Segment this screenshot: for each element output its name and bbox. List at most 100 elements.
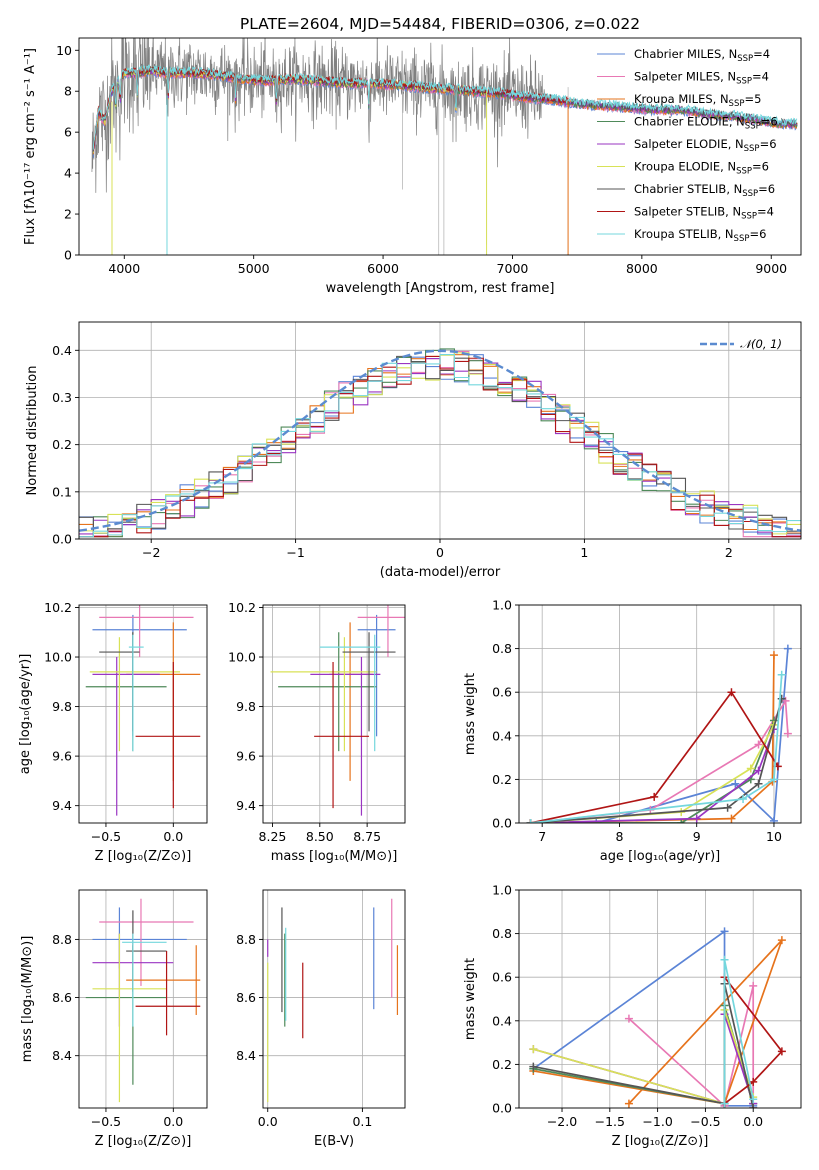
- y-axis-label: mass weight: [463, 958, 478, 1040]
- x-tick-label: 7: [538, 829, 546, 844]
- x-tick-label: 5000: [238, 261, 270, 276]
- mass-weight-line: [530, 674, 783, 823]
- mass-weight-marker: [624, 1014, 633, 1023]
- mass-weight-line: [530, 690, 779, 823]
- y-tick-label: 4: [64, 166, 72, 181]
- mass-weight-line: [530, 728, 775, 823]
- mass-weight-marker: [746, 764, 755, 773]
- mass-weight-marker: [720, 927, 729, 936]
- axes-frame: [262, 604, 406, 824]
- mass-weight-marker: [526, 819, 535, 823]
- y-tick-label: 0.2: [492, 772, 512, 787]
- massweight-vs-age-plot-area: [526, 644, 792, 823]
- mass-weight-marker: [749, 981, 758, 990]
- mass-weight-marker: [783, 729, 792, 738]
- y-tick-label: 10.2: [228, 600, 256, 615]
- x-tick-label: −1: [286, 545, 304, 560]
- x-tick-label: 8.25: [259, 829, 287, 844]
- mass-weight-marker: [692, 814, 701, 823]
- y-tick-label: 9.6: [236, 749, 256, 764]
- age-vs-mass-panel: 8.25 8.50 8.75 9.4 9.6 9.8 10.0 10.2 mass [log₁₀…: [228, 600, 406, 864]
- x-tick-label: 6000: [367, 261, 399, 276]
- mass-vs-EBV-panel: 0.0 0.1 8.4 8.6 8.8 E(B-V): [236, 889, 406, 1149]
- mass-weight-marker: [777, 670, 786, 679]
- x-tick-label: −1.5: [595, 1114, 625, 1129]
- mass-weight-marker: [720, 955, 729, 964]
- y-tick-label: 0.0: [492, 816, 512, 831]
- legend-entry: Kroupa MILES, NSSP=5: [634, 92, 761, 109]
- x-tick-label: 8: [615, 829, 623, 844]
- y-tick-label: 10: [56, 43, 72, 58]
- axes-frame: [262, 889, 406, 1109]
- x-tick-label: 0.0: [163, 829, 183, 844]
- y-tick-label: 6: [64, 125, 72, 140]
- mass-weight-marker: [777, 694, 786, 703]
- axes-frame: [518, 604, 802, 824]
- x-tick-label: 0: [436, 545, 444, 560]
- mass-weight-line: [723, 976, 783, 1105]
- spectrum-legend: Chabrier MILES, NSSP=4 Salpeter MILES, NS…: [597, 47, 778, 244]
- y-tick-label: 8.8: [52, 932, 72, 947]
- mass-weight-marker: [769, 775, 778, 784]
- x-tick-label: 8.50: [306, 829, 334, 844]
- y-tick-label: 9.4: [236, 798, 256, 813]
- mass-weight-marker: [749, 1104, 758, 1108]
- mass-weight-marker: [754, 779, 763, 788]
- y-tick-label: 0.2: [52, 437, 72, 452]
- mass-weight-marker: [731, 779, 740, 788]
- age-vs-Z-plot-area: [85, 605, 201, 816]
- histogram-step: [79, 353, 801, 538]
- x-tick-label: 0.0: [258, 1114, 278, 1129]
- normal-legend-label: 𝒩(0, 1): [740, 337, 782, 351]
- legend-entry: Kroupa ELODIE, NSSP=6: [634, 160, 769, 177]
- x-tick-label: 9000: [755, 261, 787, 276]
- y-tick-label: 10.0: [228, 650, 256, 665]
- y-tick-label: 0.2: [492, 1057, 512, 1072]
- y-tick-label: 2: [64, 207, 72, 222]
- axes-frame: [78, 604, 208, 824]
- y-tick-label: 0.3: [52, 390, 72, 405]
- x-tick-label: 1: [580, 545, 588, 560]
- x-axis-label: Z [log₁₀(Z/Z⊙)]: [612, 1134, 709, 1149]
- mass-vs-EBV-plot-area: [267, 898, 399, 1103]
- y-tick-label: 8.4: [52, 1048, 72, 1063]
- axes-frame: [78, 889, 208, 1109]
- age-vs-Z-panel: −0.5 0.0 9.4 9.6 9.8 10.0 10.2 Z [log₁₀(Z/Z⊙)] a…: [18, 600, 208, 864]
- mass-vs-Z-panel: −0.5 0.0 8.4 8.6 8.8 Z [log₁₀(Z/Z⊙)] mass [log…: [20, 889, 208, 1149]
- age-vs-mass-plot-area: [270, 605, 405, 816]
- y-tick-label: 1.0: [492, 598, 512, 613]
- y-tick-label: 9.4: [52, 798, 72, 813]
- x-axis-label: E(B-V): [314, 1134, 354, 1149]
- y-axis-label: Flux [fλ10⁻¹⁷ erg cm⁻² s⁻¹ A⁻¹]: [23, 48, 38, 245]
- legend-entry: Kroupa STELIB, NSSP=6: [634, 227, 766, 244]
- legend-entry: Chabrier MILES, NSSP=4: [634, 47, 770, 64]
- axes-frame: [78, 321, 802, 540]
- mass-weight-line: [530, 698, 783, 823]
- mass-weight-marker: [720, 1099, 729, 1108]
- y-tick-label: 0.4: [52, 343, 72, 358]
- model-spectrum-line: [92, 64, 798, 150]
- normal-curve: [79, 349, 801, 532]
- mass-vs-Z-plot-area: [85, 898, 201, 1103]
- y-tick-label: 0.4: [492, 1013, 512, 1028]
- y-tick-label: 1.0: [492, 883, 512, 898]
- x-axis-label: mass [log₁₀(M/M⊙)]: [271, 849, 398, 864]
- figure-title: PLATE=2604, MJD=54484, FIBERID=0306, z=0…: [240, 15, 640, 33]
- mass-weight-marker: [529, 1062, 538, 1071]
- mass-weight-marker: [592, 819, 601, 823]
- mass-weight-marker: [650, 792, 659, 801]
- legend-entry: Salpeter ELODIE, NSSP=6: [634, 137, 777, 154]
- y-tick-label: 10.2: [44, 600, 72, 615]
- mass-weight-marker: [754, 740, 763, 749]
- mass-weight-marker: [769, 816, 778, 823]
- x-axis-label: Z [log₁₀(Z/Z⊙)]: [95, 849, 192, 864]
- x-tick-label: 0.1: [352, 1114, 372, 1129]
- mass-weight-line: [533, 1005, 755, 1105]
- y-axis-label: mass weight: [463, 673, 478, 755]
- axes-frame: [78, 37, 802, 256]
- x-tick-label: −0.5: [690, 1114, 720, 1129]
- legend-entry: Salpeter STELIB, NSSP=4: [634, 205, 774, 222]
- mass-weight-marker: [754, 766, 763, 775]
- y-tick-label: 0.8: [492, 641, 512, 656]
